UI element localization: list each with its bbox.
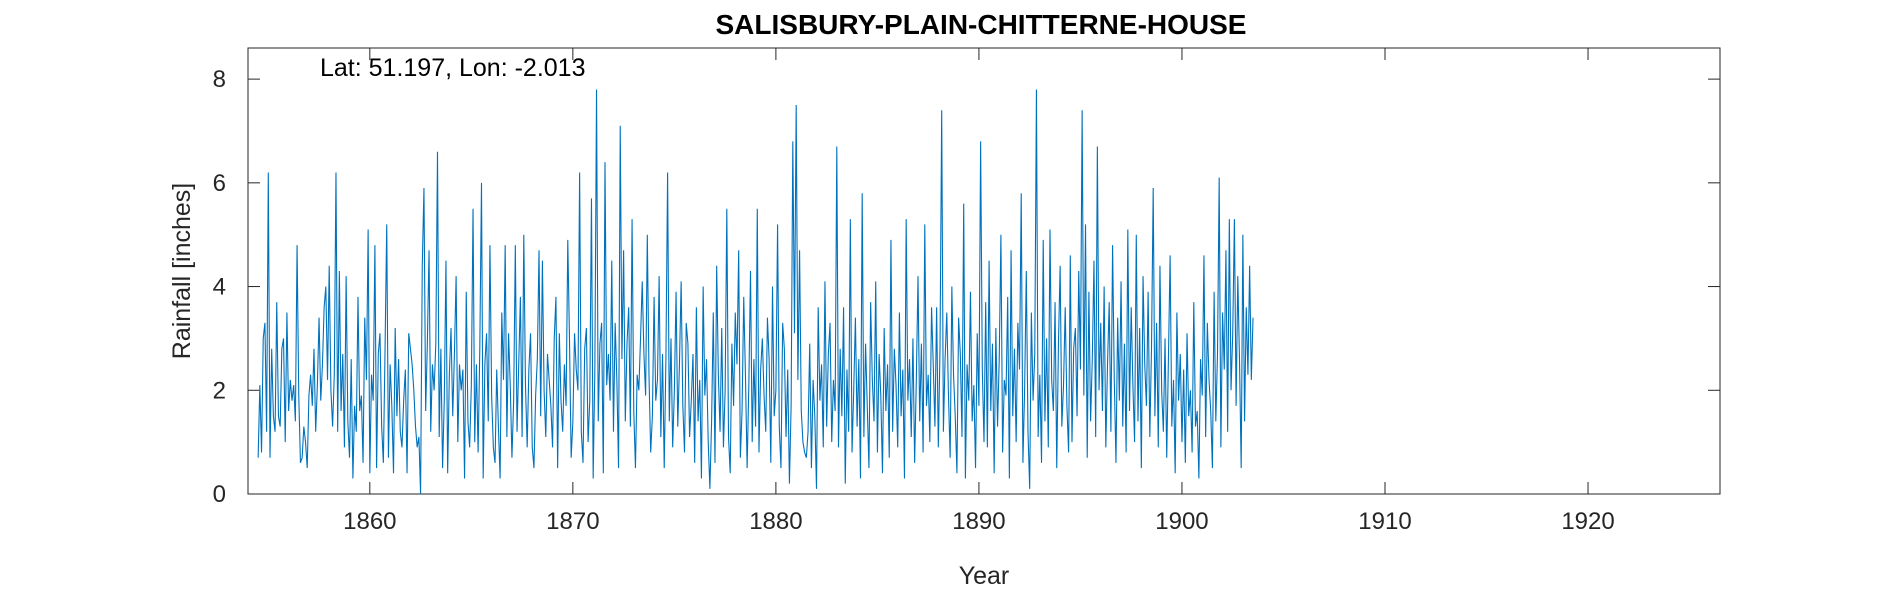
x-tick-label: 1880 [749, 508, 802, 535]
location-annotation: Lat: 51.197, Lon: -2.013 [320, 54, 586, 82]
y-tick-label: 8 [213, 66, 226, 93]
x-tick-label: 1910 [1358, 508, 1411, 535]
chart-title: SALISBURY-PLAIN-CHITTERNE-HOUSE [716, 9, 1247, 40]
y-tick-label: 6 [213, 170, 226, 197]
x-axis-label: Year [959, 562, 1010, 590]
y-tick-label: 0 [213, 481, 226, 508]
y-tick-label: 4 [213, 274, 226, 301]
x-tick-label: 1860 [343, 508, 396, 535]
y-tick-label: 2 [213, 377, 226, 404]
x-tick-label: 1890 [952, 508, 1005, 535]
y-axis: 0 2 4 6 8 [213, 66, 1720, 508]
x-tick-label: 1920 [1561, 508, 1614, 535]
x-tick-label: 1870 [546, 508, 599, 535]
x-tick-label: 1900 [1155, 508, 1208, 535]
rainfall-series-line [257, 89, 1254, 495]
x-axis: 1860 1870 1880 1890 1900 1910 1920 [343, 48, 1615, 535]
y-axis-label: Rainfall [inches] [168, 183, 196, 359]
